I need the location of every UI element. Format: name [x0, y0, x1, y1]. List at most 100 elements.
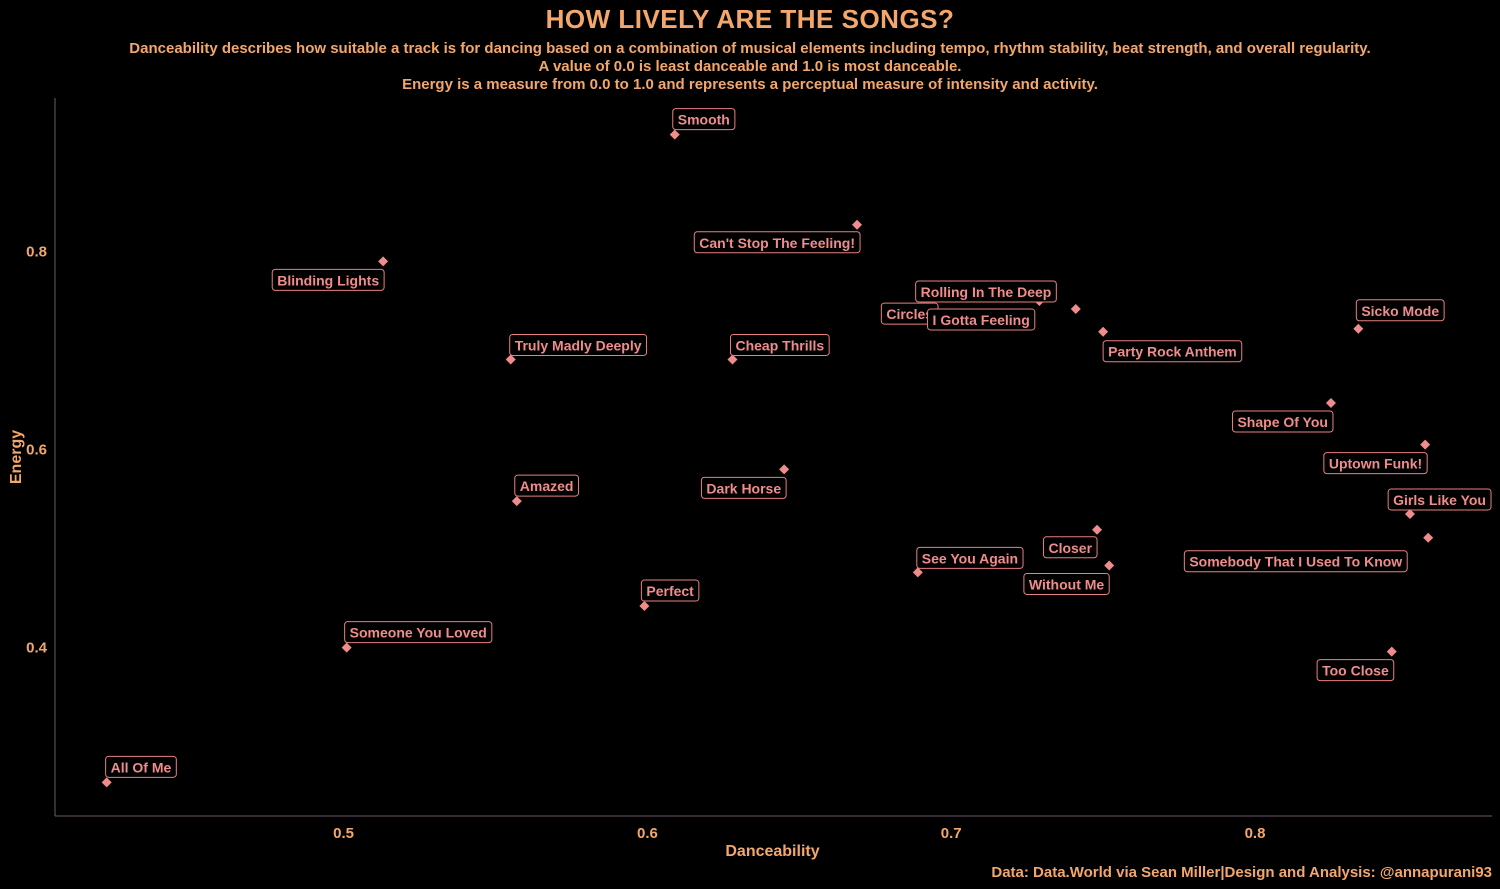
- label-circles: Circles: [880, 302, 939, 325]
- data-label-box: [729, 333, 830, 356]
- point-shape-of-you: [1325, 398, 1336, 409]
- data-label-box: [1323, 452, 1428, 475]
- data-label-text: Someone You Loved: [350, 625, 487, 641]
- subtitle-line: Danceability describes how suitable a tr…: [129, 40, 1371, 57]
- chart-subtitle: Danceability describes how suitable a tr…: [0, 40, 1500, 94]
- data-label-box: [915, 280, 1057, 303]
- y-tick-label: 0.6: [26, 442, 47, 459]
- label-party-rock-anthem: Party Rock Anthem: [1102, 340, 1243, 363]
- label-cheap-thrills: Cheap Thrills: [729, 333, 830, 356]
- x-tick-label: 0.5: [333, 825, 354, 842]
- label-see-you-again: See You Again: [916, 546, 1024, 569]
- data-label-box: [927, 308, 1036, 331]
- data-label-box: [1387, 488, 1492, 511]
- point-cheap-thrills: [727, 354, 738, 365]
- point-closer: [1092, 524, 1103, 535]
- x-tick-label: 0.6: [637, 825, 658, 842]
- data-label-text: Too Close: [1322, 663, 1389, 679]
- point-truly-madly-deeply: [505, 354, 516, 365]
- point-smooth: [669, 129, 680, 140]
- data-label-text: Blinding Lights: [277, 272, 379, 288]
- chart-caption: Data: Data.World via Sean Miller|Design …: [991, 864, 1492, 881]
- data-label-box: [700, 476, 787, 499]
- data-label-text: Party Rock Anthem: [1108, 344, 1237, 360]
- data-label-box: [271, 268, 385, 291]
- label-dark-horse: Dark Horse: [700, 476, 787, 499]
- data-label-box: [344, 621, 493, 644]
- point-girls-like-you: [1404, 508, 1415, 519]
- data-label-text: Cheap Thrills: [735, 337, 824, 353]
- y-tick-label: 0.8: [26, 244, 47, 261]
- point-perfect: [639, 601, 650, 612]
- data-label-text: Amazed: [520, 478, 574, 494]
- data-label-text: Sicko Mode: [1361, 303, 1439, 319]
- point-sicko-mode: [1353, 323, 1364, 334]
- subtitle-line: A value of 0.0 is least danceable and 1.…: [538, 58, 962, 75]
- point-blinding-lights: [378, 256, 389, 267]
- point-somebody-that-i-used-to-know: [1423, 532, 1434, 543]
- point-without-me: [1104, 560, 1115, 571]
- point-party-rock-anthem: [1098, 326, 1109, 337]
- data-label-text: Truly Madly Deeply: [515, 337, 642, 353]
- data-label-text: Shape Of You: [1237, 414, 1328, 430]
- point-amazed: [511, 496, 522, 507]
- label-truly-madly-deeply: Truly Madly Deeply: [509, 333, 648, 356]
- point-someone-you-loved: [341, 642, 352, 653]
- data-label-text: Rolling In The Deep: [921, 284, 1052, 300]
- data-label-box: [1102, 340, 1243, 363]
- data-label-box: [514, 474, 579, 497]
- x-axis-title: Danceability: [725, 843, 819, 860]
- data-label-box: [1023, 572, 1110, 595]
- label-smooth: Smooth: [672, 108, 736, 131]
- point-dark-horse: [779, 464, 790, 475]
- y-axis-title: Energy: [8, 430, 25, 484]
- data-label-box: [693, 231, 861, 254]
- x-tick-label: 0.7: [941, 825, 962, 842]
- data-label-text: Without Me: [1029, 576, 1105, 592]
- data-label-text: Uptown Funk!: [1329, 456, 1422, 472]
- point-i-gotta-feeling: [1070, 303, 1081, 314]
- label-perfect: Perfect: [640, 579, 700, 602]
- data-label-text: I Gotta Feeling: [933, 312, 1030, 328]
- data-label-box: [1316, 659, 1395, 682]
- label-shape-of-you: Shape Of You: [1231, 410, 1334, 433]
- point-all-of-me: [101, 777, 112, 788]
- data-label-box: [105, 755, 177, 778]
- data-label-box: [640, 579, 700, 602]
- label-amazed: Amazed: [514, 474, 579, 497]
- data-label-text: Smooth: [678, 112, 730, 128]
- label-someone-you-loved: Someone You Loved: [344, 621, 493, 644]
- x-tick-label: 0.8: [1245, 825, 1266, 842]
- label-all-of-me: All Of Me: [105, 755, 177, 778]
- label-blinding-lights: Blinding Lights: [271, 268, 385, 291]
- axes: 0.5 0.6 0.7 0.8 0.4 0.6 0.8 Danceability Energy: [8, 98, 1492, 860]
- subtitle-line: Energy is a measure from 0.0 to 1.0 and …: [402, 76, 1098, 93]
- data-label-text: Can't Stop The Feeling!: [699, 235, 855, 251]
- data-label-box: [1231, 410, 1334, 433]
- label-sicko-mode: Sicko Mode: [1355, 299, 1445, 322]
- data-labels: Smooth Can't Stop The Feeling! Blinding Li…: [105, 108, 1492, 778]
- label-somebody-that-i-used-to-know: Somebody That I Used To Know: [1183, 550, 1408, 573]
- point-see-you-again: [912, 567, 923, 578]
- data-label-box: [1042, 536, 1098, 559]
- y-tick-label: 0.4: [26, 640, 48, 657]
- data-label-text: All Of Me: [111, 759, 172, 775]
- label-without-me: Without Me: [1023, 572, 1110, 595]
- point-uptown-funk: [1420, 439, 1431, 450]
- data-label-box: [672, 108, 736, 131]
- data-label-box: [1355, 299, 1445, 322]
- data-points: [101, 129, 1434, 788]
- point-too-close: [1386, 646, 1397, 657]
- data-label-box: [509, 333, 648, 356]
- data-label-text: Dark Horse: [706, 480, 781, 496]
- label-uptown-funk: Uptown Funk!: [1323, 452, 1428, 475]
- data-label-text: Somebody That I Used To Know: [1189, 554, 1402, 570]
- data-label-text: Girls Like You: [1393, 492, 1486, 508]
- data-label-box: [916, 546, 1024, 569]
- label-girls-like-you: Girls Like You: [1387, 488, 1492, 511]
- label-closer: Closer: [1042, 536, 1098, 559]
- label-i-gotta-feeling: I Gotta Feeling: [927, 308, 1036, 331]
- data-label-text: Perfect: [646, 583, 694, 599]
- data-label-box: [1183, 550, 1408, 573]
